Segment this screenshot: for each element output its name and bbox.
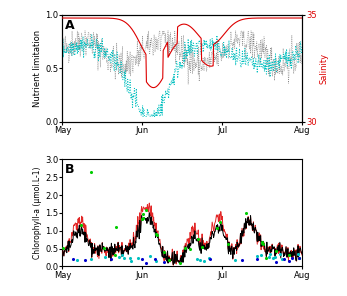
Point — [208, 257, 213, 262]
Point — [296, 255, 301, 260]
Point — [127, 255, 133, 260]
Point — [119, 253, 125, 258]
Point — [195, 237, 201, 242]
Point — [286, 259, 292, 264]
Point — [153, 232, 159, 237]
Point — [112, 252, 118, 257]
Point — [199, 245, 204, 250]
Point — [206, 255, 212, 260]
Point — [153, 259, 159, 263]
Point — [273, 248, 279, 253]
Point — [279, 257, 285, 262]
Y-axis label: Chlorophyll-a (μmol.L-1): Chlorophyll-a (μmol.L-1) — [33, 167, 42, 259]
Point — [281, 257, 287, 262]
Point — [128, 259, 133, 263]
Point — [144, 207, 149, 212]
Text: A: A — [65, 19, 75, 32]
Point — [266, 255, 272, 260]
Point — [258, 252, 263, 257]
Point — [254, 253, 260, 258]
Point — [240, 258, 245, 263]
Text: B: B — [65, 163, 74, 176]
Point — [254, 256, 260, 261]
Point — [296, 256, 301, 261]
Point — [201, 258, 207, 263]
Point — [177, 261, 182, 266]
Point — [264, 256, 269, 261]
Point — [147, 254, 153, 259]
Point — [139, 217, 145, 221]
Point — [74, 258, 79, 263]
Point — [121, 256, 127, 260]
Point — [166, 258, 172, 263]
Point — [161, 259, 167, 264]
Y-axis label: Nutrient limitation: Nutrient limitation — [33, 30, 42, 107]
Point — [101, 246, 107, 251]
Point — [161, 250, 167, 254]
Point — [287, 253, 292, 258]
Point — [278, 252, 283, 256]
Point — [140, 211, 146, 216]
Point — [78, 223, 84, 228]
Point — [183, 246, 188, 250]
Point — [154, 232, 159, 237]
Point — [88, 169, 94, 174]
Point — [218, 220, 223, 225]
Point — [109, 257, 114, 262]
Point — [273, 255, 278, 260]
Point — [268, 252, 273, 256]
Point — [102, 255, 108, 260]
Point — [88, 257, 94, 261]
Point — [260, 242, 265, 247]
Point — [259, 240, 265, 245]
Point — [195, 257, 200, 261]
Point — [197, 257, 203, 262]
Point — [140, 216, 145, 221]
Point — [143, 260, 149, 265]
Point — [60, 245, 66, 250]
Point — [187, 247, 192, 251]
Point — [289, 256, 295, 261]
Point — [113, 225, 119, 229]
Y-axis label: Salinity: Salinity — [320, 53, 329, 84]
Point — [243, 211, 248, 216]
Point — [139, 256, 145, 261]
Point — [295, 252, 301, 257]
Point — [273, 260, 279, 265]
Point — [70, 257, 76, 261]
Point — [215, 226, 220, 231]
Point — [225, 242, 231, 247]
Point — [259, 241, 264, 246]
Point — [270, 255, 276, 260]
Point — [152, 257, 158, 262]
Point — [82, 258, 87, 263]
Point — [135, 256, 141, 260]
Point — [116, 255, 122, 260]
Point — [232, 258, 238, 262]
